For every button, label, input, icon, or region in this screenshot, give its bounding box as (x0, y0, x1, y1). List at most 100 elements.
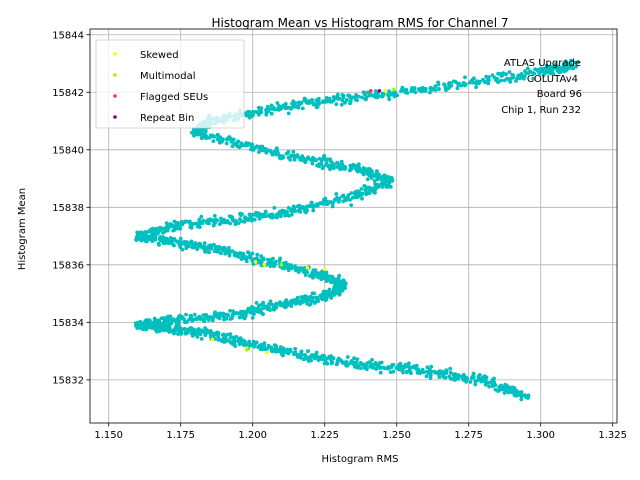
point-multimodal (279, 263, 284, 267)
main-data-point (171, 242, 175, 247)
point-skewed (305, 265, 310, 270)
main-data-point (312, 291, 317, 296)
main-data-point (387, 97, 392, 102)
annotation-line-3: Board 96 (537, 89, 582, 100)
main-data-point (176, 332, 181, 336)
main-data-point (448, 81, 453, 86)
main-data-point (207, 218, 212, 222)
main-data-point (454, 80, 459, 85)
main-data-point (293, 264, 297, 269)
main-data-point (317, 96, 321, 101)
main-data-point (277, 155, 282, 160)
main-data-point (264, 112, 269, 117)
main-data-point (155, 329, 159, 334)
y-tick-label: 15842 (52, 88, 84, 99)
main-data-point (373, 93, 377, 97)
main-data-point (334, 102, 339, 107)
main-data-point (201, 218, 206, 223)
x-tick-label: 1.200 (238, 430, 267, 441)
main-data-point (355, 357, 360, 362)
main-data-point (502, 387, 507, 391)
main-data-point (210, 318, 215, 323)
main-data-point (216, 137, 221, 142)
main-data-point (251, 339, 256, 344)
main-data-point (459, 83, 464, 88)
main-data-point (184, 219, 189, 224)
main-data-point (519, 72, 524, 76)
main-data-point (428, 85, 433, 90)
main-data-point (307, 355, 312, 360)
main-data-point (320, 353, 325, 358)
main-data-point (367, 93, 372, 98)
main-data-point (225, 219, 230, 224)
main-data-point (311, 204, 316, 209)
main-data-point (528, 69, 533, 74)
main-data-point (327, 165, 332, 170)
main-data-point (448, 366, 453, 371)
main-data-point (391, 369, 396, 374)
main-data-point (339, 102, 344, 107)
main-data-point (338, 167, 342, 172)
main-data-point (349, 167, 353, 171)
main-data-point (299, 350, 304, 354)
main-data-point (195, 335, 200, 339)
legend-label-flagged-seus: Flagged SEUs (140, 92, 208, 103)
main-data-point (195, 244, 200, 249)
main-data-point (546, 67, 550, 71)
main-data-point (356, 94, 361, 99)
main-data-point (410, 86, 414, 90)
main-data-point (277, 258, 282, 263)
main-data-point (243, 216, 247, 221)
main-data-point (178, 226, 183, 231)
main-data-point (315, 203, 320, 208)
main-data-point (305, 349, 310, 354)
main-data-point (211, 139, 216, 144)
main-data-point (496, 80, 500, 84)
main-data-point (471, 371, 476, 376)
main-data-point (324, 96, 329, 100)
main-data-point (168, 314, 173, 319)
main-data-point (134, 323, 138, 328)
main-data-point (323, 196, 328, 201)
main-data-point (204, 312, 208, 317)
main-data-point (216, 132, 220, 137)
main-data-point (463, 75, 467, 80)
main-data-point (197, 217, 202, 222)
main-data-point (523, 393, 527, 397)
main-data-point (315, 295, 320, 300)
main-data-point (173, 328, 178, 333)
main-data-point (204, 329, 209, 334)
main-data-point (502, 391, 507, 395)
main-data-point (199, 136, 204, 141)
main-data-point (203, 250, 208, 254)
main-data-point (484, 375, 489, 380)
main-data-point (200, 328, 204, 333)
main-data-point (359, 169, 363, 173)
main-data-point (499, 78, 503, 83)
main-data-point (512, 393, 517, 398)
main-data-point (342, 166, 347, 170)
main-data-point (198, 225, 202, 230)
main-data-point (293, 209, 298, 214)
main-data-point (336, 96, 341, 101)
main-data-point (250, 316, 255, 320)
main-data-point (240, 212, 244, 217)
main-data-point (519, 397, 524, 402)
main-data-point (253, 256, 258, 261)
main-data-point (310, 98, 314, 102)
main-data-point (272, 149, 277, 154)
main-data-point (364, 167, 369, 172)
main-data-point (330, 274, 335, 279)
main-data-point (292, 352, 297, 356)
main-data-point (267, 306, 272, 310)
main-data-point (264, 306, 269, 310)
main-data-point (433, 84, 438, 89)
main-data-point (241, 343, 246, 347)
main-data-point (331, 95, 336, 99)
main-data-point (166, 317, 170, 322)
main-data-point (172, 228, 177, 233)
main-data-point (228, 308, 233, 313)
main-data-point (270, 346, 274, 351)
main-data-point (307, 99, 311, 104)
main-data-point (324, 161, 329, 166)
